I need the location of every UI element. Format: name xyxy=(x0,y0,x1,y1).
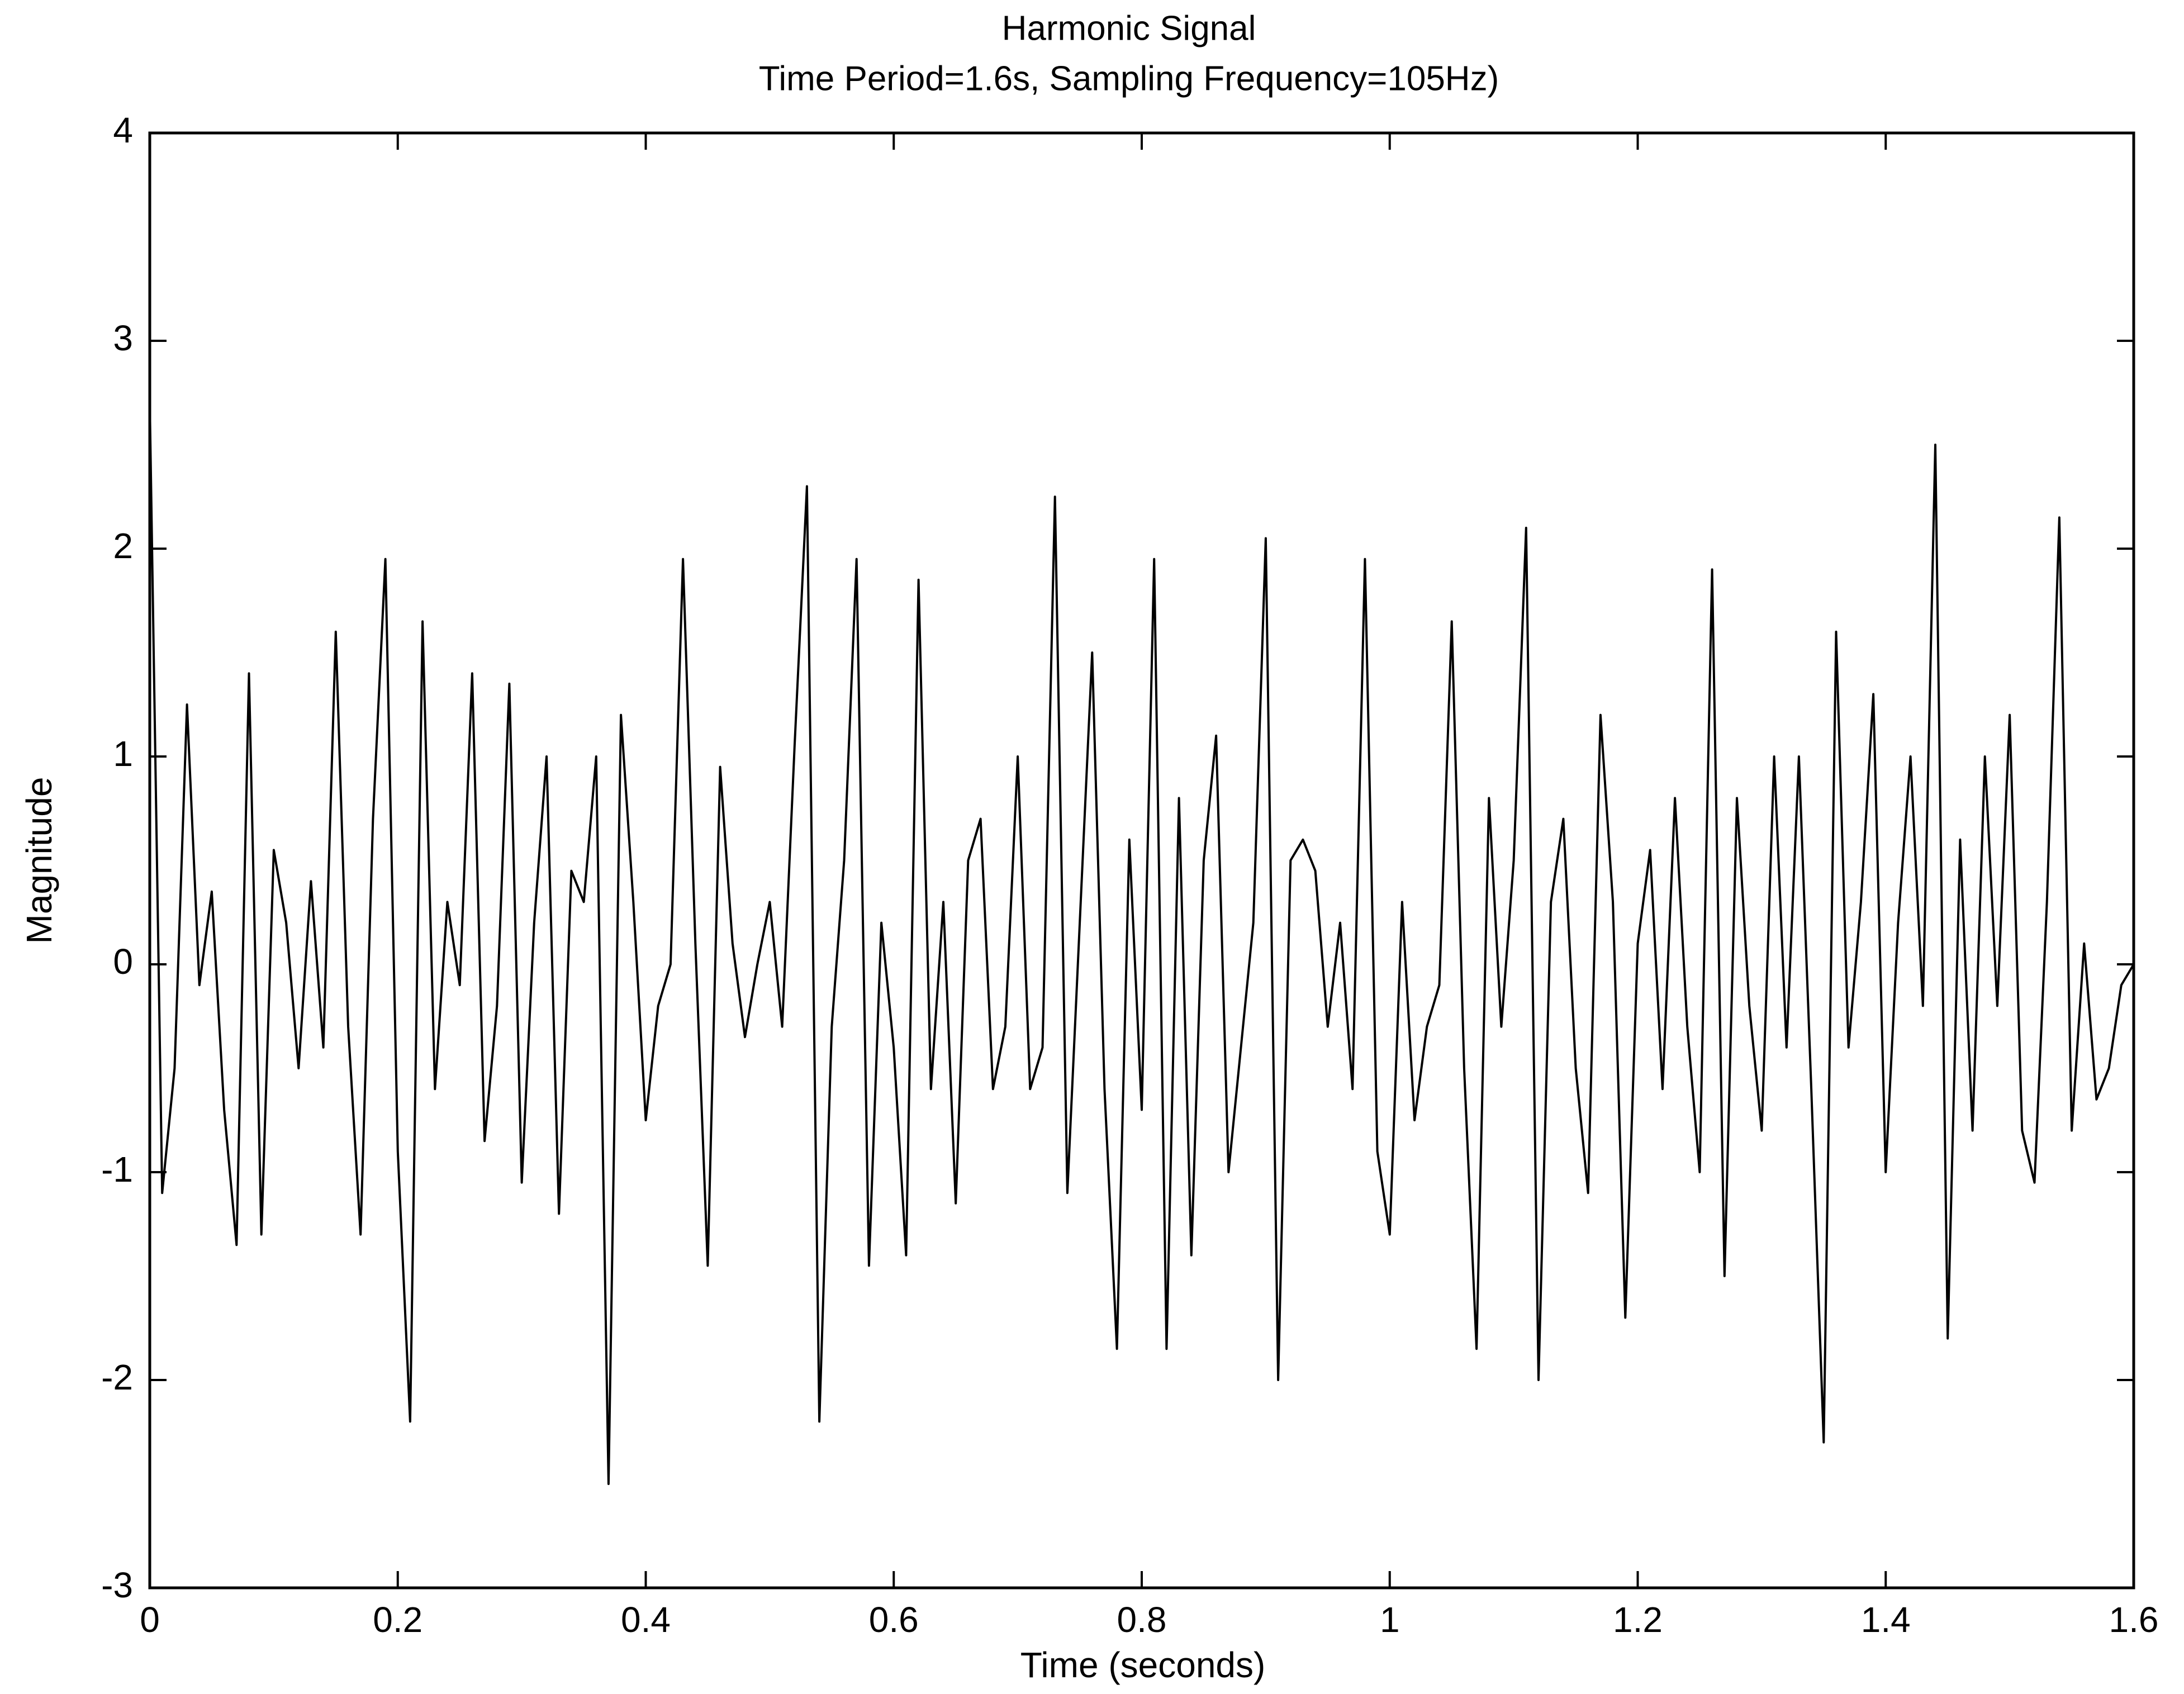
y-tick-label: -1 xyxy=(101,1149,133,1189)
y-tick-label: 1 xyxy=(113,734,133,774)
x-tick-label: 0 xyxy=(140,1600,160,1640)
x-tick-label: 1.2 xyxy=(1613,1600,1663,1640)
y-tick-label: 3 xyxy=(113,318,133,358)
chart-title: Harmonic Signal xyxy=(1002,9,1256,47)
y-tick-label: -3 xyxy=(101,1565,133,1605)
y-tick-label: -2 xyxy=(101,1357,133,1397)
y-axis-label: Magnitude xyxy=(19,777,59,944)
x-tick-label: 1.6 xyxy=(2109,1600,2159,1640)
x-axis-label: Time (seconds) xyxy=(1020,1645,1266,1685)
plot-frame xyxy=(148,131,2135,1590)
x-tick-label: 1.4 xyxy=(1861,1600,1911,1640)
chart-subtitle: Time Period=1.6s, Sampling Frequency=105… xyxy=(759,59,1499,98)
x-tick-label: 0.6 xyxy=(869,1600,919,1640)
y-tick-label: 0 xyxy=(113,941,133,982)
x-tick-label: 0.8 xyxy=(1117,1600,1167,1640)
x-tick-label: 0.2 xyxy=(373,1600,422,1640)
x-tick-label: 0.4 xyxy=(621,1600,671,1640)
x-tick-label: 1 xyxy=(1380,1600,1400,1640)
y-tick-label: 2 xyxy=(113,526,133,566)
y-tick-label: 4 xyxy=(113,110,133,150)
signal-line xyxy=(149,403,2135,1485)
